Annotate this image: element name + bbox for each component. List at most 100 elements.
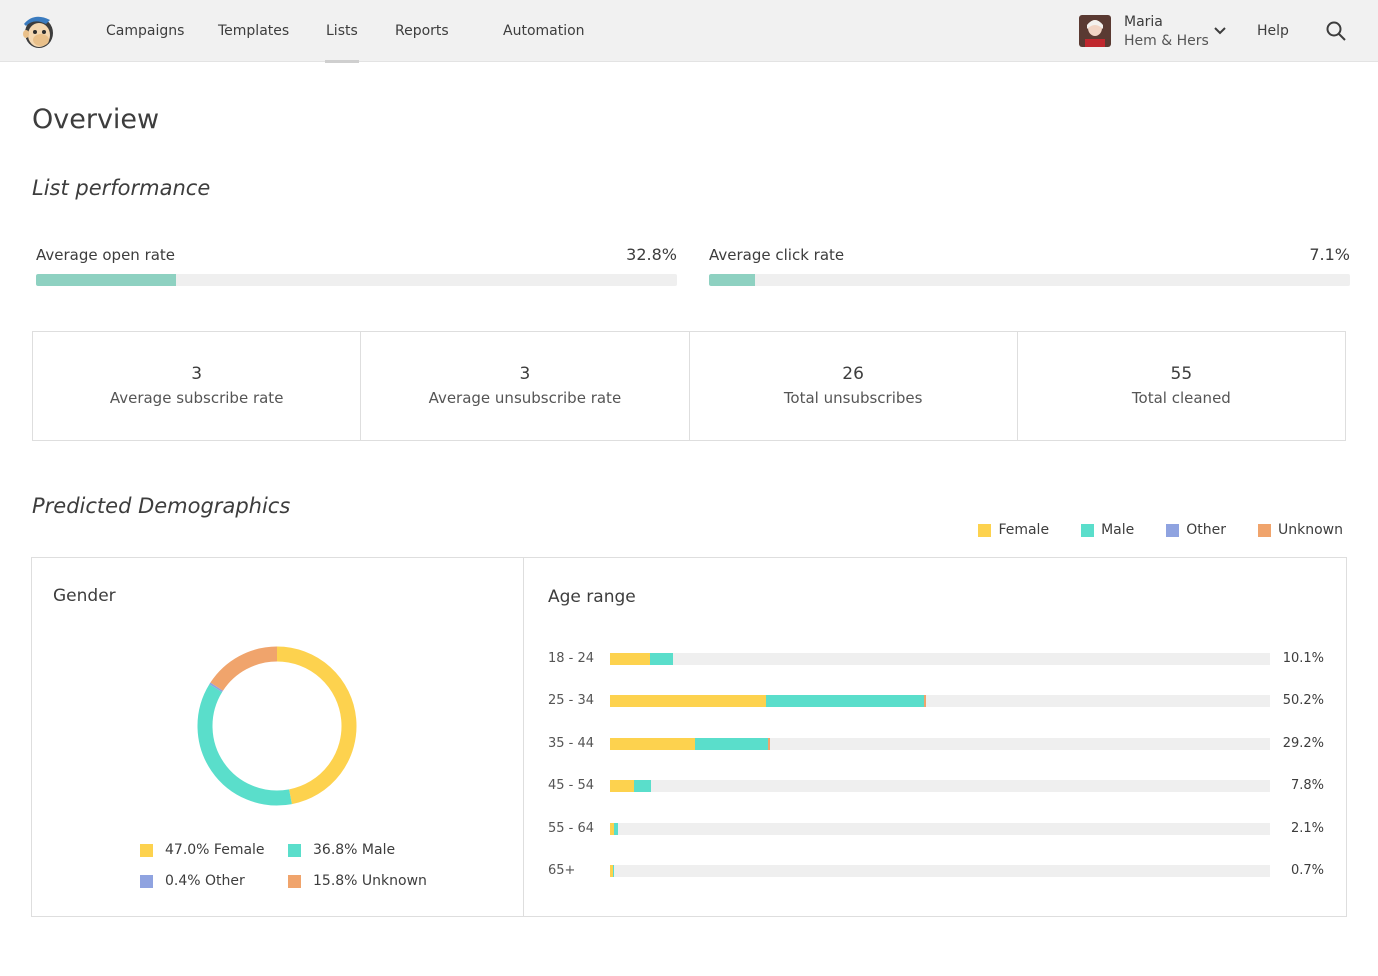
- gender-legend-female: 47.0% Female: [140, 842, 265, 858]
- legend-swatch: [1258, 523, 1271, 537]
- age-row: 65+ 0.7%: [548, 863, 1324, 879]
- gender-legend-label: 36.8% Male: [313, 842, 396, 858]
- age-bar-unknown: [924, 695, 927, 708]
- stat-value: 3: [519, 364, 531, 384]
- stat-total-cleaned: 55 Total cleaned: [1018, 332, 1345, 440]
- donut-slice-male: [197, 684, 292, 806]
- age-row-label: 18 - 24: [548, 651, 595, 666]
- age-row: 45 - 54 7.8%: [548, 778, 1324, 794]
- help-link[interactable]: Help: [1257, 23, 1289, 39]
- user-org[interactable]: Hem & Hers: [1124, 33, 1209, 49]
- stat-value: 55: [1170, 364, 1193, 384]
- stat-label: Total unsubscribes: [783, 389, 923, 407]
- gender-legend-label: 0.4% Other: [165, 873, 245, 889]
- nav-reports[interactable]: Reports: [395, 23, 449, 39]
- age-row-label: 65+: [548, 863, 576, 878]
- legend-female: Female: [978, 522, 1049, 538]
- age-row-label: 55 - 64: [548, 820, 595, 836]
- stat-label: Average subscribe rate: [109, 389, 284, 407]
- age-bar-track: [610, 780, 1270, 793]
- age-bar-male: [613, 822, 618, 835]
- search-icon[interactable]: [1326, 21, 1346, 41]
- age-bar-female: [610, 653, 650, 665]
- age-bar-female: [610, 780, 634, 793]
- avatar[interactable]: [1079, 15, 1111, 47]
- age-row-percent: 10.1%: [1282, 651, 1324, 666]
- age-bar-male: [613, 865, 614, 877]
- list-performance-title: List performance: [32, 176, 211, 200]
- nav-templates[interactable]: Templates: [218, 23, 290, 39]
- age-bar-track: [610, 737, 1270, 750]
- legend-label: Male: [1101, 522, 1135, 538]
- legend-swatch: [1081, 523, 1095, 537]
- legend-swatch: [1166, 523, 1180, 537]
- gender-legend-label: 47.0% Female: [165, 842, 265, 858]
- age-bar-female: [610, 822, 614, 835]
- stats-row: 3 Average subscribe rate 3 Average unsub…: [32, 331, 1346, 441]
- stat-total-unsubscribes: 26 Total unsubscribes: [690, 332, 1018, 440]
- gender-legend-unknown: 15.8% Unknown: [288, 873, 427, 889]
- age-row-label: 35 - 44: [548, 735, 595, 751]
- stat-label: Total cleaned: [1131, 389, 1231, 407]
- stat-subscribe-rate: 3 Average subscribe rate: [33, 332, 362, 440]
- demographics-legend: Female Male Other Unknown: [978, 522, 1343, 538]
- age-bar-track: [610, 865, 1270, 877]
- age-bar-male: [695, 737, 768, 750]
- gender-legend-label: 15.8% Unknown: [313, 873, 427, 889]
- gender-title: Gender: [53, 586, 116, 606]
- stat-label: Average unsubscribe rate: [428, 389, 622, 407]
- open-rate-fill: [36, 274, 176, 286]
- stat-unsubscribe-rate: 3 Average unsubscribe rate: [361, 332, 690, 440]
- open-rate-bar: [36, 274, 677, 286]
- demographics-title: Predicted Demographics: [32, 494, 291, 518]
- open-rate-label: Average open rate: [36, 246, 176, 264]
- top-nav: Campaigns Templates Lists Reports Automa…: [0, 0, 1378, 63]
- age-row: 35 - 44 29.2%: [548, 736, 1324, 752]
- age-bar-male: [765, 695, 925, 708]
- age-bar-unknown: [767, 737, 770, 750]
- age-row-label: 45 - 54: [548, 778, 595, 794]
- legend-swatch: [288, 874, 301, 888]
- age-bar-female: [610, 695, 766, 708]
- age-title: Age range: [548, 587, 636, 607]
- chevron-down-icon[interactable]: [1213, 24, 1227, 38]
- nav-campaigns[interactable]: Campaigns: [106, 23, 185, 39]
- legend-swatch: [288, 843, 301, 857]
- age-bar-track: [610, 695, 1270, 708]
- legend-label: Other: [1186, 522, 1226, 538]
- gender-panel: Gender 47.0% Female 36.8% Male 0.4% Othe…: [31, 557, 524, 917]
- age-row: 55 - 64 2.1%: [548, 821, 1324, 837]
- age-row: 18 - 24 10.1%: [548, 651, 1324, 667]
- gender-donut-chart: [197, 646, 357, 806]
- open-rate-value: 32.8%: [626, 245, 677, 264]
- legend-label: Unknown: [1278, 522, 1343, 538]
- age-bar-male: [649, 653, 674, 665]
- legend-unknown: Unknown: [1258, 522, 1343, 538]
- nav-automation[interactable]: Automation: [503, 23, 585, 39]
- age-row-percent: 50.2%: [1282, 693, 1324, 709]
- legend-swatch: [140, 843, 153, 857]
- age-row-percent: 0.7%: [1290, 863, 1324, 878]
- user-name[interactable]: Maria: [1124, 14, 1163, 30]
- mailchimp-logo-icon[interactable]: [20, 12, 56, 50]
- age-row-percent: 29.2%: [1282, 735, 1324, 751]
- age-bar-track: [610, 653, 1270, 665]
- stat-value: 26: [842, 364, 864, 384]
- age-row-label: 25 - 34: [548, 693, 595, 709]
- age-bar-male: [633, 780, 651, 793]
- gender-legend-male: 36.8% Male: [288, 842, 395, 858]
- age-bar-female: [610, 737, 696, 750]
- age-row-percent: 7.8%: [1290, 778, 1324, 794]
- legend-swatch: [140, 874, 153, 888]
- age-panel: Age range 18 - 24 10.1% 25 - 34 50.2% 35 - 4…: [523, 557, 1347, 917]
- legend-male: Male: [1081, 522, 1134, 538]
- nav-lists[interactable]: Lists: [325, 23, 359, 63]
- age-bar-track: [610, 822, 1270, 835]
- age-bar-female: [610, 865, 614, 877]
- donut-slice-unknown: [210, 646, 278, 691]
- legend-swatch: [978, 523, 992, 537]
- legend-other: Other: [1166, 522, 1226, 538]
- legend-label: Female: [998, 522, 1050, 538]
- page-title: Overview: [32, 104, 160, 135]
- click-rate-bar: [709, 274, 1350, 286]
